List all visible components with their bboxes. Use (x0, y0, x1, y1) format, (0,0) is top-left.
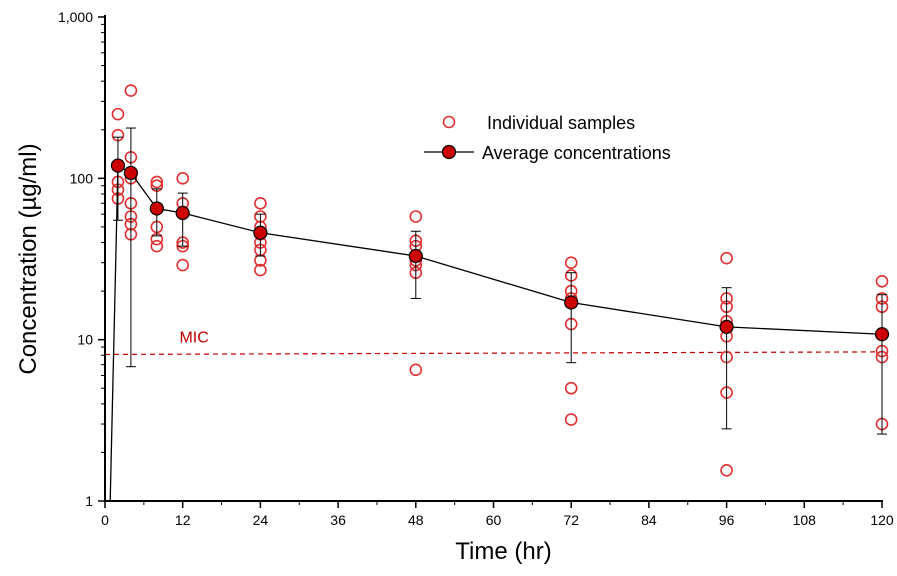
individual-sample-point (564, 413, 578, 426)
individual-sample-point (111, 107, 125, 121)
x-tick-label: 24 (253, 512, 269, 528)
error-bar (112, 136, 123, 221)
x-axis-ticks: 0 12 24 36 48 60 72 84 96 108 120 (101, 501, 894, 528)
individual-sample-point (254, 197, 267, 210)
legend: Individual samples Average concentration… (424, 113, 671, 163)
legend-individual-marker (442, 115, 456, 129)
error-bar (410, 230, 421, 299)
average-point (253, 225, 268, 240)
average-point (719, 319, 734, 334)
average-concentrations (109, 127, 890, 502)
x-tick-label: 36 (330, 512, 346, 528)
individual-sample-point (720, 251, 733, 265)
x-tick-label: 12 (175, 512, 191, 528)
y-tick-label: 1,000 (58, 9, 93, 25)
x-tick-label: 108 (793, 512, 817, 528)
x-tick-label: 96 (719, 512, 735, 528)
x-tick-label: 120 (870, 512, 894, 528)
y-axis-title: Concentration (µg/ml) (15, 143, 42, 374)
average-leading-line (109, 165, 119, 502)
individual-sample-point (409, 210, 423, 223)
individual-sample-point (176, 172, 189, 185)
average-point (123, 165, 138, 181)
individual-sample-point (409, 363, 423, 377)
individual-sample-point (564, 256, 578, 269)
legend-individual-label: Individual samples (487, 113, 635, 133)
plot-area (104, 84, 890, 502)
y-tick-label: 1 (85, 493, 93, 509)
axes: 1 10 100 1,000 0 12 24 36 48 60 72 84 96 108 120 Time… (15, 9, 894, 565)
individual-sample-point (150, 239, 164, 253)
average-point (874, 327, 890, 342)
individual-sample-point (176, 258, 189, 272)
legend-average-label: Average concentrations (482, 143, 671, 163)
mic-label: MIC (179, 329, 208, 346)
error-bar (721, 287, 732, 430)
y-axis-ticks: 1 10 100 1,000 (58, 9, 105, 509)
legend-average-marker (441, 144, 457, 160)
error-bar (566, 272, 577, 364)
y-tick-label: 10 (77, 332, 93, 348)
average-line (117, 164, 883, 335)
y-tick-label: 100 (70, 170, 94, 186)
average-point (175, 205, 190, 221)
average-point (408, 248, 423, 264)
individual-sample-point (150, 175, 164, 189)
average-point (564, 295, 579, 310)
error-bar (877, 294, 887, 435)
x-tick-label: 60 (486, 512, 502, 528)
individual-sample-point (720, 463, 733, 477)
x-axis-title: Time (hr) (455, 538, 551, 565)
individual-sample-point (875, 275, 889, 288)
individual-sample-point (254, 263, 267, 277)
x-tick-label: 48 (408, 512, 424, 528)
average-point (149, 201, 164, 216)
x-tick-label: 84 (641, 512, 657, 528)
error-bar (125, 127, 136, 368)
individual-sample-point (124, 84, 138, 97)
average-point (110, 158, 126, 173)
mic-reference-line (104, 351, 883, 356)
x-tick-label: 72 (563, 512, 579, 528)
individual-sample-point (564, 381, 578, 395)
x-tick-label: 0 (101, 512, 109, 528)
